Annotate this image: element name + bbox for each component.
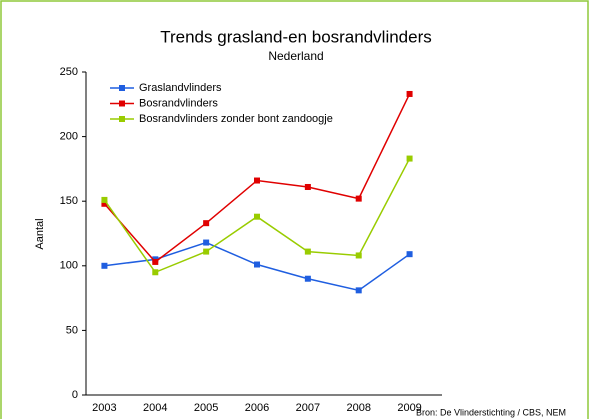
point [203,220,210,227]
y-tick-label: 150 [60,195,78,207]
point [152,269,159,276]
x-tick-label: 2009 [397,402,421,414]
legend-label: Bosrandvlinders zonder bont zandoogje [139,113,333,125]
y-axis-label: Aantal [34,218,46,249]
chart-subtitle: Nederland [268,49,323,63]
x-tick-label: 2008 [346,402,370,414]
source-note: Bron: De Vlinderstichting / CBS, NEM [416,407,566,417]
y-tick-label: 100 [60,260,78,272]
y-tick-label: 250 [60,66,78,78]
point [355,287,362,294]
point [101,196,108,203]
point [152,258,159,265]
legend-marker [119,100,125,107]
x-tick-label: 2003 [92,402,116,414]
chart-title: Trends grasland-en bosrandvlinders [160,27,432,46]
x-tick-label: 2007 [296,402,320,414]
legend-label: Graslandvlinders [139,82,222,94]
x-tick-label: 2005 [194,402,218,414]
point [304,275,311,282]
point [254,177,260,184]
x-tick-label: 2006 [245,402,269,414]
point [406,155,413,162]
legend-marker [119,85,125,91]
point [203,248,210,255]
point [101,200,108,207]
point [254,261,260,268]
y-tick-label: 0 [72,389,78,401]
legend-label: Bosrandvlinders [139,97,218,109]
point [203,239,210,246]
legend-marker [119,116,125,122]
point [355,252,362,259]
point [254,213,260,220]
x-tick-label: 2004 [143,402,167,414]
point [406,90,413,97]
y-tick-label: 200 [60,131,78,143]
point [304,248,311,255]
point [101,262,108,269]
y-tick-label: 50 [66,324,78,336]
point [355,195,362,202]
point [304,183,311,190]
point [406,251,413,258]
